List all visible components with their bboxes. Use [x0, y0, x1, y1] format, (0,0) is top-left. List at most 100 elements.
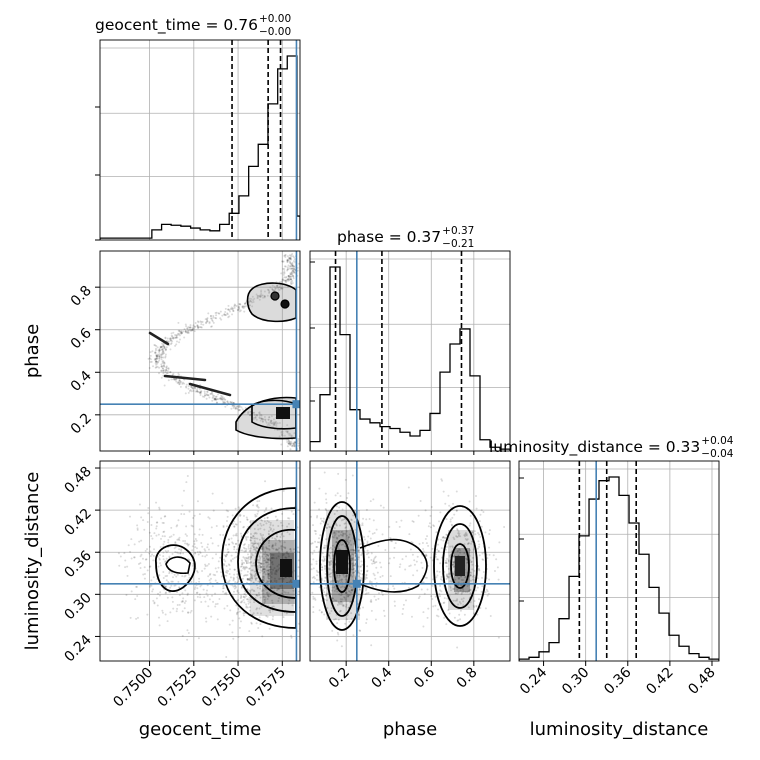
- sample-dot: [223, 313, 226, 316]
- sample-dot: [337, 584, 340, 587]
- sample-dot: [186, 327, 189, 330]
- sample-dot: [297, 566, 300, 569]
- sample-dot: [288, 517, 291, 520]
- sample-dot: [365, 508, 368, 511]
- sample-dot: [229, 576, 232, 579]
- sample-dot: [237, 579, 240, 582]
- x-tick-label: 0.2: [326, 665, 353, 692]
- sample-dot: [271, 288, 274, 291]
- sample-dot: [300, 486, 302, 488]
- sample-dot: [275, 557, 278, 560]
- sample-dot: [456, 646, 459, 649]
- sample-dot: [252, 411, 255, 414]
- sample-dot: [181, 592, 184, 595]
- sample-dot: [344, 522, 347, 525]
- sample-dot: [437, 550, 440, 553]
- sample-dot: [177, 381, 180, 384]
- sample-dot: [318, 609, 321, 612]
- contour-core: [270, 291, 280, 301]
- sample-dot: [357, 556, 360, 559]
- sample-dot: [346, 614, 349, 617]
- sample-dot: [344, 545, 347, 548]
- sample-dot: [277, 555, 280, 558]
- sample-dot: [256, 594, 259, 597]
- sample-dot: [286, 255, 289, 258]
- sample-dot: [290, 263, 293, 266]
- sample-dot: [246, 518, 249, 521]
- sample-dot: [324, 507, 327, 510]
- sample-dot: [269, 528, 272, 531]
- sample-dot: [258, 294, 261, 297]
- sample-dot: [136, 595, 139, 598]
- sample-dot: [270, 557, 273, 560]
- sample-dot: [325, 586, 328, 589]
- sample-dot: [158, 574, 161, 577]
- sample-dot: [365, 553, 368, 556]
- sample-dot: [246, 578, 249, 581]
- sample-dot: [292, 271, 295, 274]
- sample-dot: [265, 547, 268, 550]
- sample-dot: [234, 507, 237, 510]
- sample-dot: [233, 525, 236, 528]
- sample-dot: [243, 305, 246, 308]
- sample-dot: [360, 577, 363, 580]
- sample-dot: [460, 592, 463, 595]
- sample-dot: [204, 563, 207, 566]
- sample-dot: [276, 284, 279, 287]
- sample-dot: [262, 568, 265, 571]
- sample-dot: [286, 268, 289, 271]
- sample-dot: [438, 520, 441, 523]
- sample-dot: [469, 574, 472, 577]
- sample-dot: [359, 565, 362, 568]
- sample-dot: [364, 576, 367, 579]
- sample-dot: [229, 609, 232, 612]
- sample-dot: [332, 554, 335, 557]
- sample-dot: [236, 581, 239, 584]
- sample-dot: [429, 514, 432, 517]
- sample-dot: [330, 559, 333, 562]
- sample-dot: [201, 545, 204, 548]
- sample-dot: [267, 563, 270, 566]
- sample-dot: [381, 533, 384, 536]
- sample-dot: [281, 589, 284, 592]
- sample-dot: [143, 577, 146, 580]
- sample-dot: [351, 557, 354, 560]
- sample-dot: [272, 557, 275, 560]
- sample-dot: [178, 536, 181, 539]
- sample-dot: [164, 348, 167, 351]
- sample-dot: [268, 574, 271, 577]
- sample-dot: [292, 277, 295, 280]
- sample-dot: [412, 574, 415, 577]
- sample-dot: [285, 430, 288, 433]
- sample-dot: [451, 516, 454, 519]
- sample-dot: [221, 395, 224, 398]
- sample-dot: [267, 541, 270, 544]
- sample-dot: [185, 383, 188, 386]
- sample-dot: [203, 395, 206, 398]
- sample-dot: [260, 519, 263, 522]
- sample-dot: [312, 597, 315, 600]
- sample-dot: [268, 627, 271, 630]
- sample-dot: [283, 268, 286, 271]
- sample-dot: [216, 393, 219, 396]
- sample-dot: [451, 545, 454, 548]
- sample-dot: [185, 525, 188, 528]
- sample-dot: [472, 548, 475, 551]
- sample-dot: [175, 343, 178, 346]
- sample-dot: [460, 579, 463, 582]
- sample-dot: [265, 507, 268, 510]
- sample-dot: [262, 595, 265, 598]
- sample-dot: [276, 535, 279, 538]
- x-tick-label: 0.7550: [199, 665, 245, 711]
- sample-dot: [323, 580, 326, 583]
- sample-dot: [290, 267, 293, 270]
- sample-dot: [410, 615, 413, 618]
- sample-dot: [254, 417, 257, 420]
- sample-dot: [221, 502, 224, 505]
- sample-dot: [169, 337, 172, 340]
- sample-dot: [341, 578, 344, 581]
- sample-dot: [456, 529, 459, 532]
- sample-dot: [267, 559, 270, 562]
- sample-dot: [445, 577, 448, 580]
- sample-dot: [176, 340, 179, 343]
